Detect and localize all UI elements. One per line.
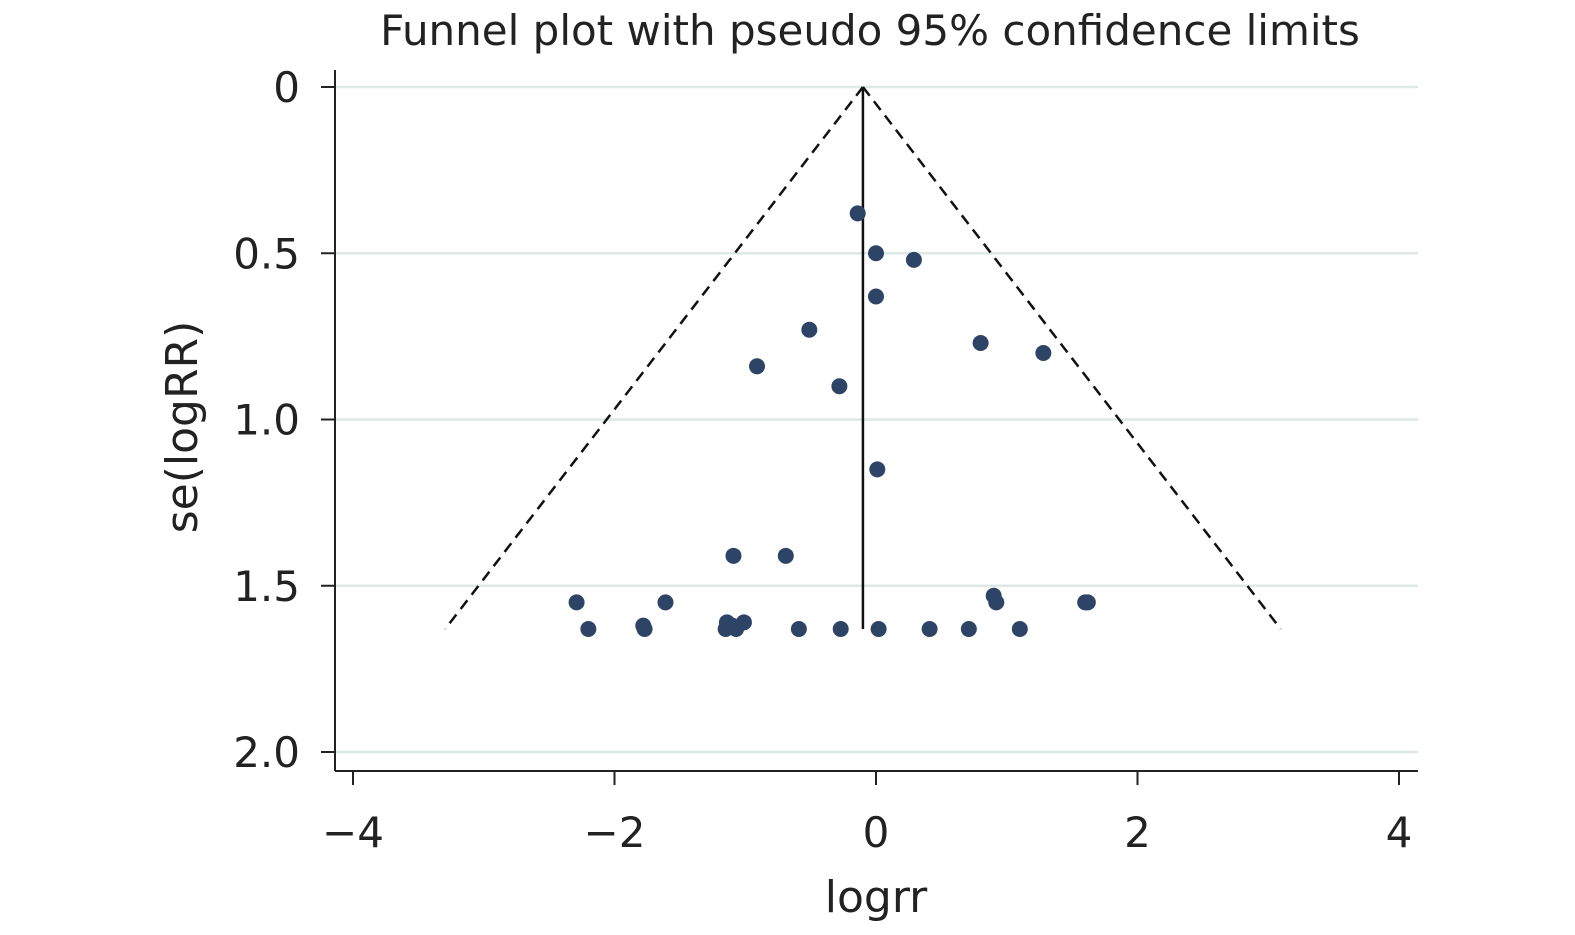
data-point bbox=[869, 461, 886, 478]
y-tick-label: 0 bbox=[273, 63, 300, 112]
x-tick-label: 2 bbox=[1124, 808, 1151, 857]
data-point bbox=[790, 620, 807, 637]
upper-confidence-limit bbox=[861, 86, 1282, 630]
x-axis-ticks: −4 −2 0 2 4 bbox=[322, 771, 1412, 857]
data-point bbox=[972, 335, 989, 352]
x-tick-label: −2 bbox=[584, 808, 646, 857]
y-axis-label: se(logRR) bbox=[157, 321, 208, 534]
x-axis-label: logrr bbox=[825, 872, 928, 923]
x-tick-label: 4 bbox=[1386, 808, 1413, 857]
data-point bbox=[1011, 620, 1028, 637]
data-point bbox=[831, 378, 848, 395]
data-point bbox=[868, 245, 884, 262]
funnel-lines bbox=[444, 86, 1282, 630]
data-point bbox=[568, 594, 585, 611]
y-tick-label: 1.0 bbox=[233, 396, 300, 445]
data-point bbox=[801, 321, 818, 338]
data-points bbox=[568, 205, 1096, 637]
data-point bbox=[657, 594, 674, 611]
data-point bbox=[1035, 345, 1052, 361]
data-point bbox=[636, 620, 653, 637]
data-point bbox=[849, 205, 866, 222]
y-axis-ticks: 0 0.5 1.0 1.5 2.0 bbox=[233, 63, 335, 777]
gridlines bbox=[335, 85, 1418, 754]
data-point bbox=[868, 288, 884, 305]
data-point bbox=[988, 594, 1005, 611]
data-point bbox=[580, 620, 597, 637]
data-point bbox=[749, 358, 766, 375]
y-tick-label: 1.5 bbox=[233, 562, 300, 611]
chart-title: Funnel plot with pseudo 95% confidence l… bbox=[380, 6, 1360, 55]
data-point bbox=[870, 620, 887, 637]
data-point bbox=[735, 614, 752, 631]
x-tick-label: 0 bbox=[863, 808, 890, 857]
lower-confidence-limit bbox=[444, 86, 864, 630]
data-point bbox=[905, 251, 922, 268]
y-tick-label: 0.5 bbox=[233, 229, 300, 278]
y-tick-label: 2.0 bbox=[233, 728, 300, 777]
data-point bbox=[921, 620, 938, 637]
data-point bbox=[725, 547, 742, 564]
x-tick-label: −4 bbox=[322, 808, 384, 857]
data-point bbox=[777, 547, 794, 564]
data-point bbox=[960, 620, 977, 637]
data-point bbox=[1079, 594, 1096, 611]
data-point bbox=[832, 620, 849, 637]
